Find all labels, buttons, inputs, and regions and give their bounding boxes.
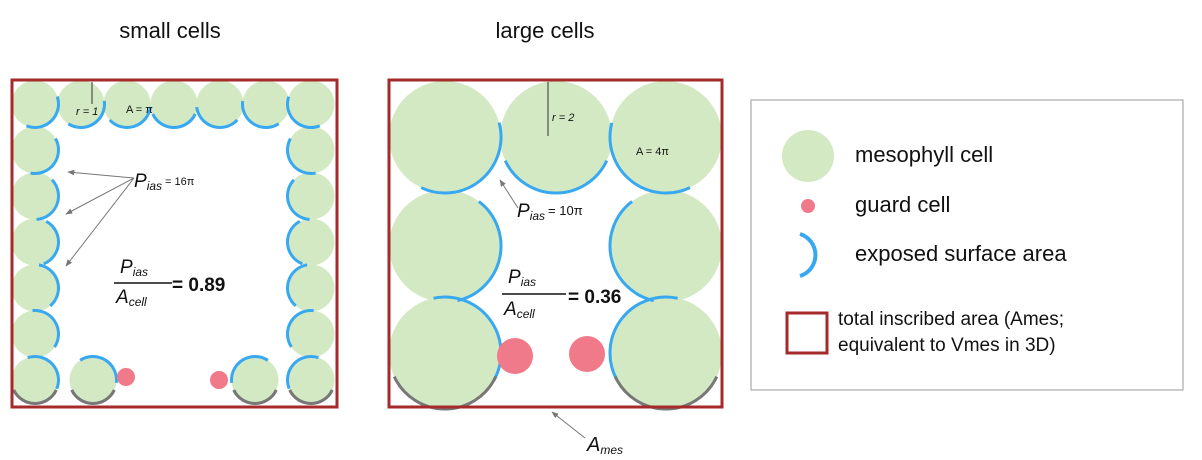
ames-label: Ames — [586, 434, 623, 457]
area-label: A = 4π — [636, 146, 669, 158]
guard-cell — [569, 336, 605, 372]
arrow — [66, 178, 134, 266]
perimeter-label: Pias= 16π — [134, 171, 195, 193]
subscript: cell — [129, 295, 147, 309]
symbol: A — [586, 434, 600, 456]
legend-mesophyll — [782, 130, 834, 182]
symbol: P — [120, 257, 133, 278]
subscript: ias — [147, 179, 162, 193]
ratio-den: Acell — [503, 299, 535, 321]
subscript: ias — [530, 209, 545, 223]
value: = 10π — [548, 203, 583, 218]
symbol: A — [115, 287, 129, 308]
perimeter-label: Pias= 10π — [517, 201, 583, 223]
legend-guard — [801, 199, 815, 213]
ratio-num: Pias — [120, 257, 148, 279]
subscript: ias — [133, 265, 148, 279]
symbol: P — [508, 267, 521, 288]
legend-text: total inscribed area (Ames; — [838, 309, 1064, 330]
legend-text: guard cell — [855, 192, 950, 217]
subscript: mes — [600, 443, 623, 457]
legend-text: mesophyll cell — [855, 142, 993, 167]
symbol: P — [134, 171, 147, 192]
ratio-value: = 0.89 — [172, 275, 225, 296]
arrow — [500, 180, 518, 208]
radius-label: r = 1 — [76, 106, 98, 118]
panel-title: small cells — [119, 18, 220, 43]
guard-cell — [210, 371, 228, 389]
value: = 16π — [165, 176, 195, 188]
legend-text: exposed surface area — [855, 241, 1067, 266]
cells — [12, 81, 723, 410]
guard-cell — [117, 368, 135, 386]
diagram: small cells large cells r = 1 A = π Pias… — [0, 0, 1202, 460]
arrow — [68, 172, 134, 178]
subscript: cell — [517, 307, 535, 321]
arrow — [552, 412, 585, 438]
arrow — [66, 178, 134, 214]
legend-text: equivalent to Vmes in 3D) — [838, 335, 1056, 356]
subscript: ias — [521, 275, 536, 289]
guard-cell — [497, 338, 533, 374]
symbol: P — [517, 201, 530, 222]
ratio-den: Acell — [115, 287, 147, 309]
radius-label: r = 2 — [552, 112, 574, 124]
ratio-num: Pias — [508, 267, 536, 289]
ratio-value: = 0.36 — [568, 287, 621, 308]
symbol: A — [503, 299, 517, 320]
area-label: A = π — [126, 104, 153, 116]
panel-title: large cells — [495, 18, 594, 43]
